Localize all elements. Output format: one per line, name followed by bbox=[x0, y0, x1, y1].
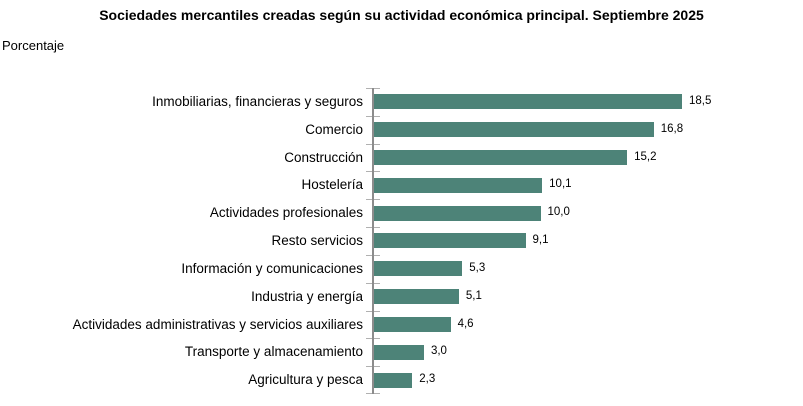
category-label: Información y comunicaciones bbox=[181, 260, 363, 276]
category-label: Comercio bbox=[305, 121, 363, 137]
value-label: 5,3 bbox=[469, 261, 486, 274]
value-label: 10,0 bbox=[547, 206, 570, 219]
chart-row: Actividades profesionales 10,0 bbox=[0, 199, 803, 227]
chart-row: Construcción 15,2 bbox=[0, 144, 803, 172]
bar bbox=[374, 316, 451, 332]
category-label: Resto servicios bbox=[271, 233, 363, 249]
y-axis-line bbox=[372, 88, 374, 394]
chart-row: Transporte y almacenamiento 3,0 bbox=[0, 338, 803, 366]
value-label: 3,0 bbox=[430, 345, 447, 358]
bar bbox=[374, 372, 413, 388]
category-label: Hostelería bbox=[301, 177, 363, 193]
value-label: 15,2 bbox=[634, 150, 657, 163]
bar bbox=[374, 122, 654, 138]
value-label: 4,6 bbox=[457, 317, 474, 330]
value-label: 5,1 bbox=[465, 289, 482, 302]
category-label: Agricultura y pesca bbox=[248, 372, 363, 388]
category-label: Construcción bbox=[284, 149, 363, 165]
value-label: 9,1 bbox=[532, 234, 549, 247]
category-label: Inmobiliarias, financieras y seguros bbox=[152, 94, 363, 109]
chart-row: Agricultura y pesca 2,3 bbox=[0, 366, 803, 394]
bar bbox=[374, 150, 628, 166]
bar bbox=[374, 289, 459, 305]
chart-row: Inmobiliarias, financieras y seguros 18,5 bbox=[0, 88, 803, 116]
bar bbox=[374, 261, 463, 277]
category-label: Transporte y almacenamiento bbox=[184, 344, 363, 360]
value-label: 10,1 bbox=[549, 178, 572, 191]
chart-row: Comercio 16,8 bbox=[0, 116, 803, 144]
chart-row: Hostelería 10,1 bbox=[0, 171, 803, 199]
value-label: 18,5 bbox=[689, 95, 712, 107]
category-label: Actividades administrativas y servicios … bbox=[72, 316, 363, 332]
chart-row: Resto servicios 9,1 bbox=[0, 227, 803, 255]
value-label: 16,8 bbox=[660, 122, 684, 135]
bar bbox=[374, 233, 526, 249]
bar bbox=[374, 94, 683, 110]
bar bbox=[374, 177, 543, 193]
bar-chart: Inmobiliarias, financieras y seguros 18,5… bbox=[0, 88, 803, 394]
bar bbox=[374, 344, 424, 360]
chart-row: Industria y energía 5,1 bbox=[0, 283, 803, 311]
chart-row: Actividades administrativas y servicios … bbox=[0, 311, 803, 339]
bar bbox=[374, 205, 541, 221]
category-label: Actividades profesionales bbox=[209, 205, 363, 221]
category-label: Industria y energía bbox=[251, 288, 363, 304]
chart-row: Información y comunicaciones 5,3 bbox=[0, 255, 803, 283]
value-label: 2,3 bbox=[419, 373, 436, 386]
chart-subtitle: Porcentaje bbox=[2, 38, 65, 53]
chart-title: Sociedades mercantiles creadas según su … bbox=[99, 7, 704, 23]
